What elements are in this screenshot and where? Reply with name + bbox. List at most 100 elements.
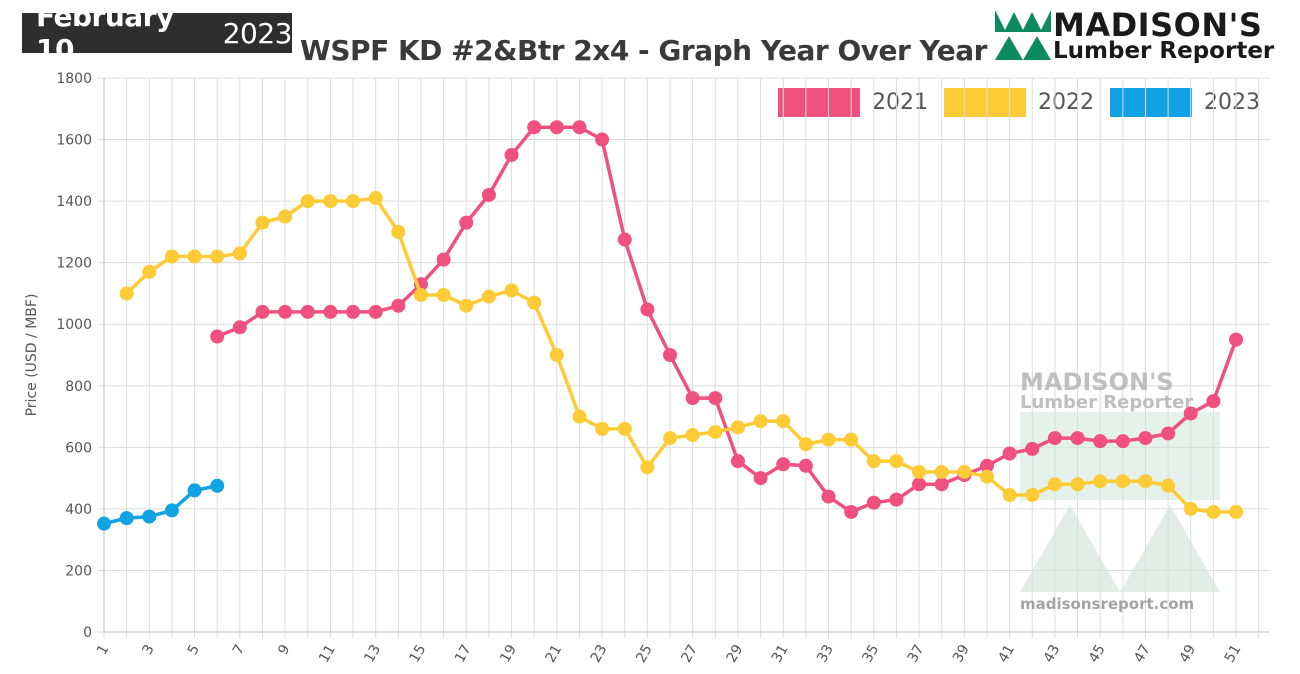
date-bold: February 10,: [36, 0, 174, 66]
x-tick-label: 19: [497, 642, 520, 665]
data-point-2022: [187, 249, 202, 264]
x-tick-label: 11: [316, 642, 339, 665]
date-badge: February 10, 2023: [22, 0, 293, 66]
watermark-subtitle: Lumber Reporter: [1020, 392, 1193, 413]
data-point-2022: [549, 348, 564, 362]
x-tick-label: 21: [543, 642, 566, 665]
data-point-2022: [979, 469, 994, 484]
y-tick-label: 0: [83, 625, 92, 641]
data-point-2021: [346, 304, 361, 319]
data-point-2022: [1070, 477, 1085, 492]
data-point-2021: [1093, 434, 1108, 449]
legend-swatch-2023: [1110, 88, 1192, 117]
data-point-2021: [595, 132, 610, 147]
legend-swatch-2021: [778, 88, 860, 117]
data-point-2022: [481, 289, 496, 304]
data-point-2022: [1025, 488, 1040, 503]
data-point-2023: [97, 516, 111, 531]
x-tick-label: 29: [724, 642, 747, 665]
x-tick-label: 9: [275, 642, 293, 658]
data-point-2022: [663, 431, 678, 446]
data-point-2022: [300, 194, 315, 209]
data-point-2022: [1047, 477, 1062, 492]
y-axis-label: Price (USD / MBF): [24, 294, 40, 417]
y-tick-label: 1400: [56, 194, 92, 210]
data-point-2021: [1115, 434, 1130, 449]
data-point-2021: [1025, 441, 1040, 456]
data-point-2021: [323, 304, 338, 319]
data-point-2021: [821, 489, 836, 504]
data-point-2021: [1161, 426, 1176, 441]
data-point-2022: [572, 409, 587, 424]
data-point-2021: [391, 298, 406, 313]
data-point-2021: [255, 304, 270, 319]
data-point-2022: [776, 414, 791, 429]
x-tick-label: 47: [1131, 642, 1154, 665]
data-point-2022: [1138, 474, 1153, 489]
x-tick-label: 3: [139, 642, 157, 658]
data-point-2021: [912, 477, 927, 492]
legend-item-2022[interactable]: 2022: [944, 88, 1094, 117]
x-tick-label: 1: [94, 642, 112, 658]
data-point-2022: [708, 424, 723, 439]
data-point-2021: [549, 120, 564, 135]
data-point-2022: [1229, 504, 1244, 519]
data-point-2022: [459, 298, 474, 313]
x-tick-label: 15: [407, 642, 430, 665]
logo-subtitle: Lumber Reporter: [1053, 38, 1275, 64]
data-point-2022: [617, 421, 632, 436]
series-2021: [210, 120, 1244, 519]
y-tick-label: 600: [65, 440, 92, 456]
watermark-mountain-left: [1020, 505, 1120, 592]
data-point-2022: [368, 191, 383, 206]
x-tick-label: 43: [1041, 642, 1064, 665]
x-tick-label: 49: [1176, 642, 1199, 665]
x-tick-label: 51: [1222, 642, 1245, 665]
data-point-2021: [459, 215, 474, 230]
data-point-2021: [436, 252, 451, 267]
data-point-2021: [934, 477, 949, 492]
y-tick-label: 1600: [56, 133, 92, 149]
x-tick-label: 39: [950, 642, 973, 665]
data-point-2023: [210, 478, 225, 493]
data-point-2022: [164, 249, 179, 264]
x-tick-label: 5: [185, 642, 203, 658]
data-point-2022: [323, 194, 338, 209]
data-point-2021: [232, 320, 247, 335]
data-point-2021: [527, 120, 542, 135]
data-point-2022: [1115, 474, 1130, 489]
data-point-2022: [527, 295, 542, 310]
chart-legend: 2021 2022 2023: [778, 88, 1276, 117]
data-point-2021: [504, 147, 519, 162]
x-tick-label: 41: [995, 642, 1018, 665]
data-point-2022: [1161, 478, 1176, 493]
data-point-2022: [730, 420, 745, 435]
data-point-2021: [889, 492, 904, 507]
data-point-2021: [1002, 446, 1017, 461]
data-point-2022: [685, 428, 700, 443]
data-point-2022: [889, 454, 904, 469]
legend-label-2022: 2022: [1038, 90, 1094, 115]
x-tick-label: 27: [678, 642, 701, 665]
data-point-2023: [142, 509, 157, 524]
date-year: 2023: [222, 16, 293, 50]
legend-swatch-2022: [944, 88, 1026, 117]
data-point-2022: [142, 264, 157, 279]
y-tick-label: 1000: [56, 317, 92, 333]
x-tick-label: 35: [859, 642, 882, 665]
x-tick-label: 33: [814, 642, 837, 665]
data-point-2021: [798, 458, 813, 473]
data-point-2021: [368, 304, 383, 319]
data-point-2021: [1070, 431, 1085, 446]
data-point-2022: [232, 246, 247, 261]
data-point-2021: [481, 187, 496, 202]
data-point-2022: [821, 432, 836, 447]
data-point-2022: [391, 224, 406, 239]
data-point-2022: [119, 286, 134, 301]
data-point-2021: [1206, 394, 1221, 409]
data-point-2021: [730, 454, 745, 469]
x-tick-label: 23: [588, 642, 611, 665]
chart-series: [97, 120, 1244, 531]
